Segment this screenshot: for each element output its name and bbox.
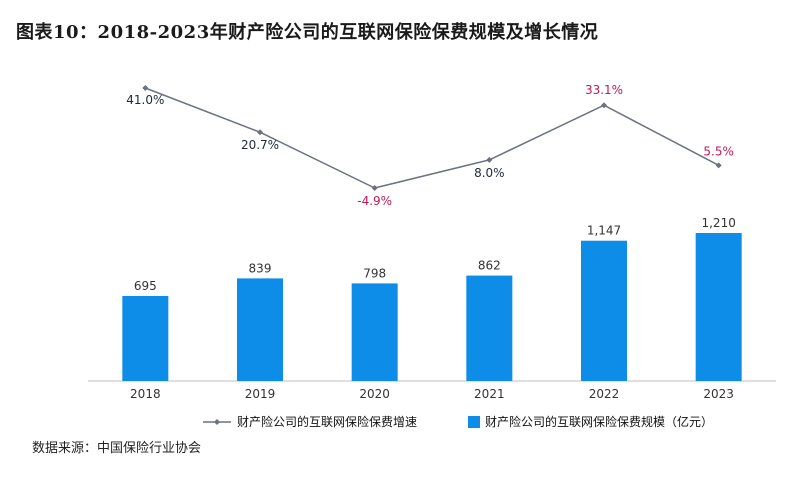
x-tick-label: 2018 (130, 387, 161, 401)
growth-value-label: 20.7% (241, 138, 279, 152)
growth-value-label: -4.9% (357, 194, 392, 208)
bar-value-label: 1,147 (587, 224, 621, 238)
growth-line (145, 87, 720, 189)
bar-2018 (122, 296, 169, 381)
growth-value-label: 8.0% (474, 166, 505, 180)
bar-value-label: 695 (134, 279, 157, 293)
growth-value-label: 41.0% (126, 93, 164, 107)
bar-2021 (466, 275, 513, 381)
bar-value-label: 798 (363, 266, 386, 280)
bar-2020 (351, 283, 398, 381)
growth-point-2019 (257, 129, 263, 136)
bar-value-label: 862 (478, 259, 501, 273)
growth-point-2020 (371, 185, 378, 191)
growth-point-2023 (715, 162, 722, 169)
bar-value-label: 1,210 (701, 216, 735, 230)
growth-value-label: 5.5% (703, 144, 734, 158)
bar-value-label: 839 (249, 261, 272, 275)
source-note: 数据来源：中国保险行业协会 (32, 441, 202, 456)
bar-2019 (237, 278, 283, 381)
bar-2023 (695, 233, 742, 381)
growth-value-label: 33.1% (585, 83, 623, 97)
x-tick-label: 2020 (359, 387, 390, 401)
x-tick-label: 2019 (245, 387, 276, 401)
bar-2022 (581, 240, 627, 381)
chart-title: 图表10：2018-2023年财产险公司的互联网保险保费规模及增长情况 (16, 22, 599, 43)
legend-bar-swatch (468, 416, 480, 428)
legend-line-marker (214, 419, 220, 425)
growth-point-2022 (601, 102, 607, 109)
growth-point-2018 (142, 85, 149, 91)
legend-bar-label: 财产险公司的互联网保险保费规模（亿元） (485, 414, 713, 429)
growth-point-2021 (486, 156, 493, 163)
x-tick-label: 2022 (589, 387, 620, 401)
x-tick-label: 2023 (703, 387, 734, 401)
x-tick-label: 2021 (474, 387, 505, 401)
legend-line-label: 财产险公司的互联网保险保费增速 (237, 414, 417, 429)
